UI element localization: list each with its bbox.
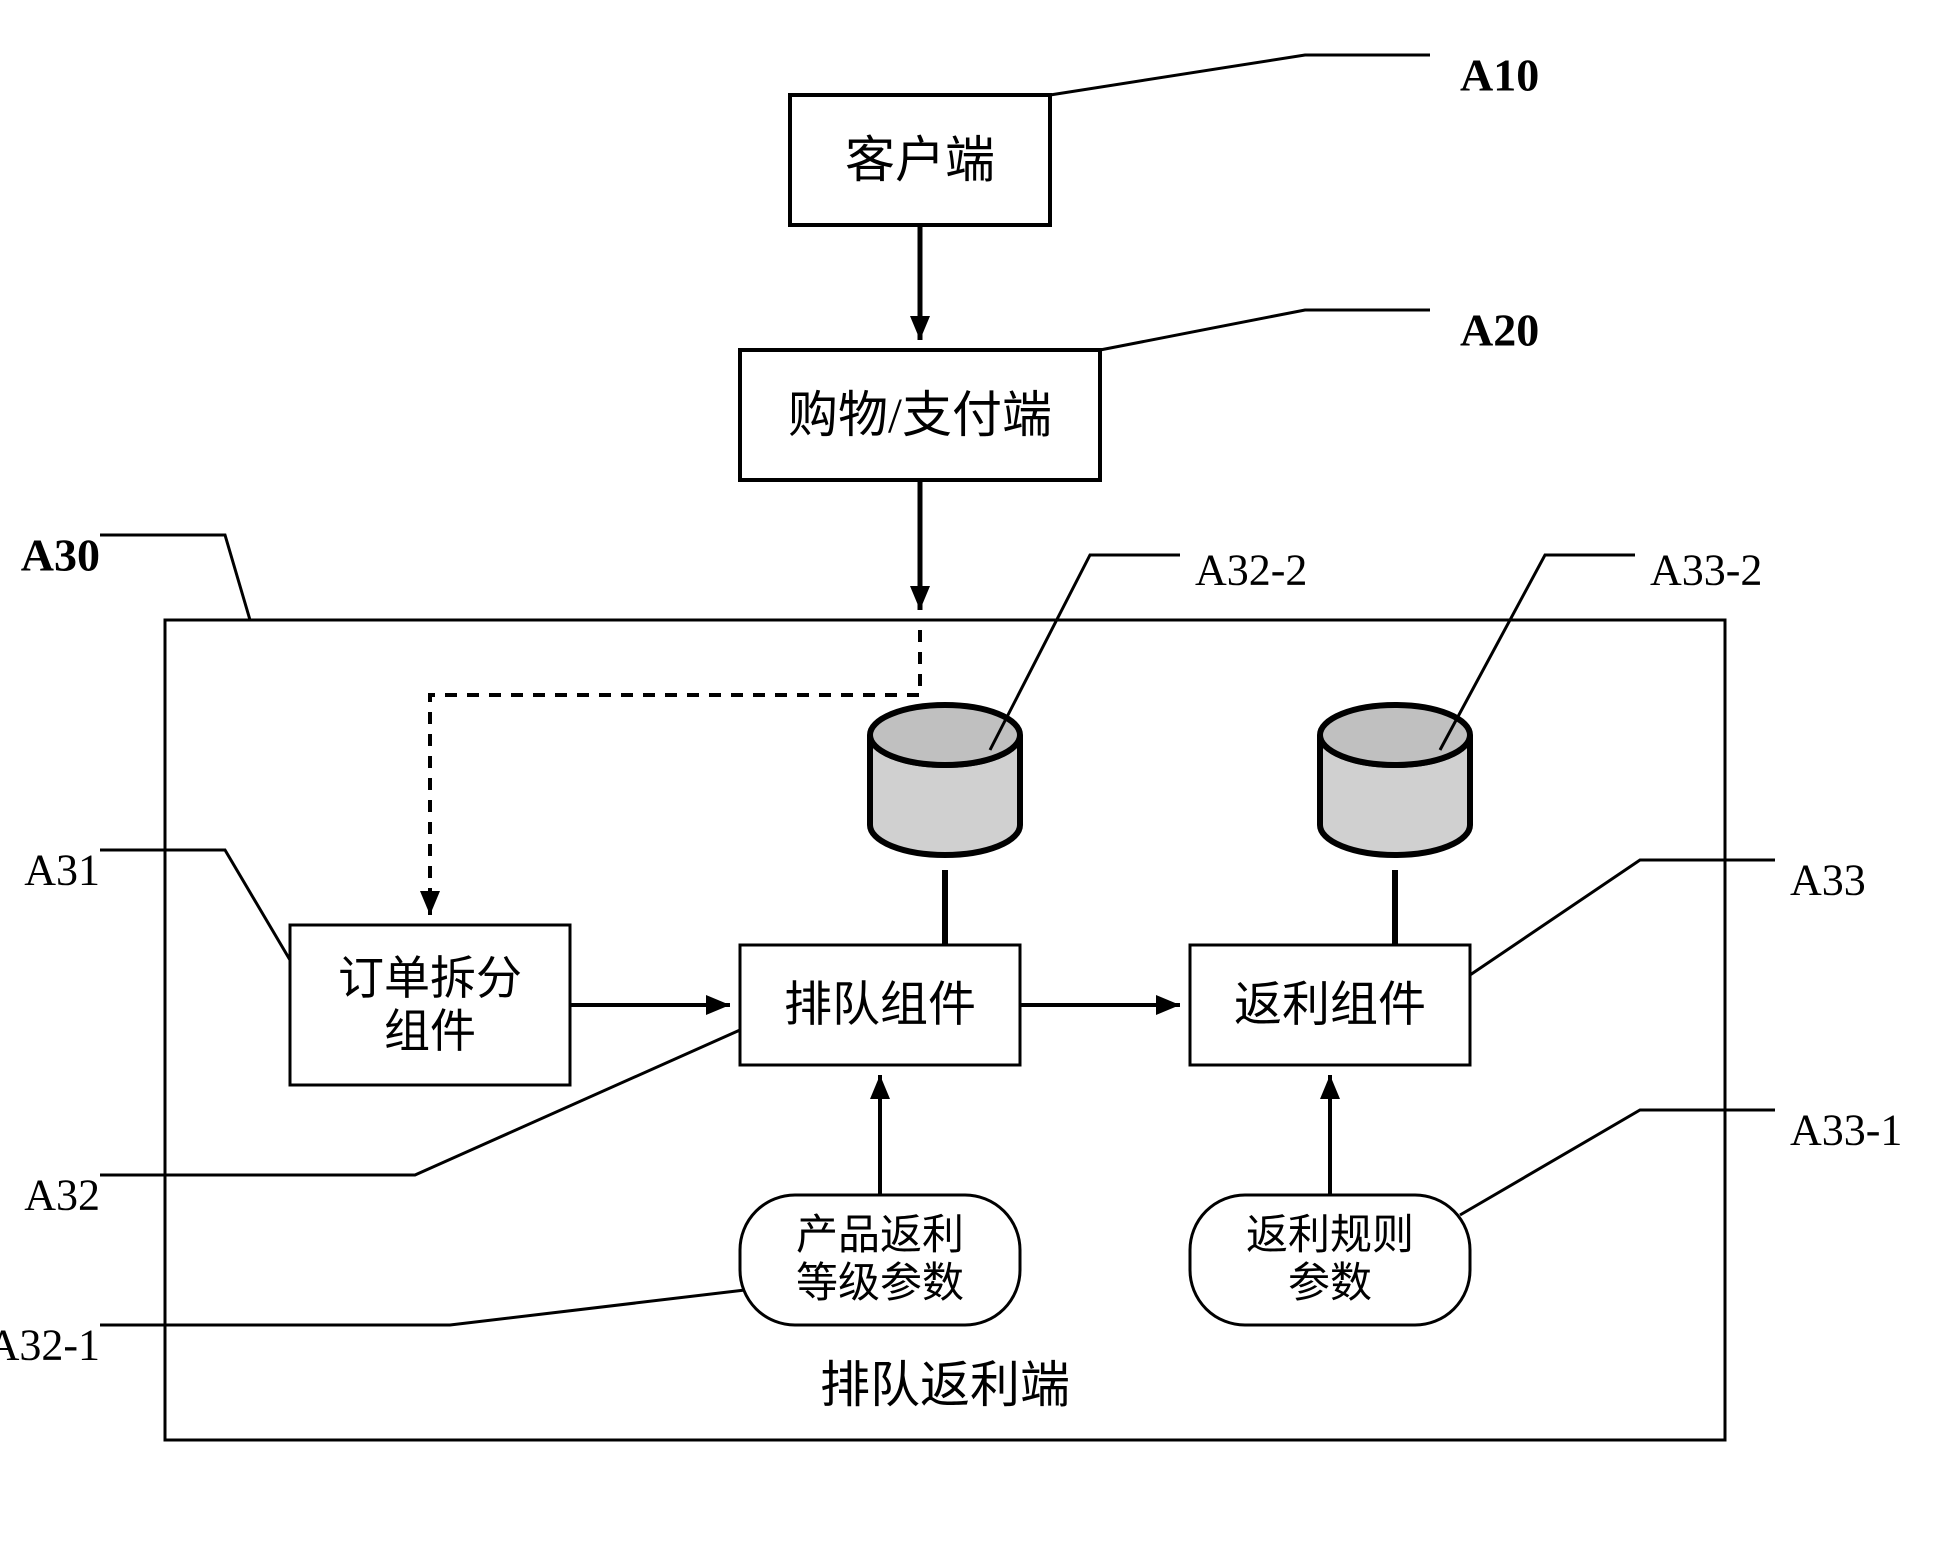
client-label: 客户端 [845, 132, 995, 188]
ref-A33-2: A33-2 [1650, 546, 1762, 595]
rebate-label: 返利组件 [1234, 979, 1426, 1032]
rule-label: 返利规则 [1246, 1213, 1414, 1259]
queue-label: 排队组件 [784, 979, 976, 1032]
ref-A33-1: A33-1 [1790, 1106, 1902, 1155]
leader-A30 [100, 535, 250, 620]
rule-label: 参数 [1288, 1260, 1372, 1307]
ref-A32-1: A32-1 [0, 1321, 100, 1370]
split-label: 组件 [384, 1006, 476, 1057]
ref-A31: A31 [24, 846, 100, 895]
ref-A10: A10 [1460, 50, 1539, 101]
grade-label: 产品返利 [796, 1213, 964, 1259]
queue-rebate-terminal-label: 排队返利端 [820, 1357, 1070, 1413]
leader-A10 [1050, 55, 1430, 95]
grade-label: 等级参数 [796, 1260, 964, 1307]
ref-A20: A20 [1460, 305, 1539, 356]
shop-label: 购物/支付端 [788, 387, 1052, 443]
leader-A20 [1100, 310, 1430, 350]
ref-A33: A33 [1790, 856, 1866, 905]
ref-A32: A32 [24, 1171, 100, 1220]
ref-A30: A30 [21, 530, 100, 581]
split-label: 订单拆分 [338, 953, 522, 1004]
ref-A32-2: A32-2 [1195, 546, 1307, 595]
